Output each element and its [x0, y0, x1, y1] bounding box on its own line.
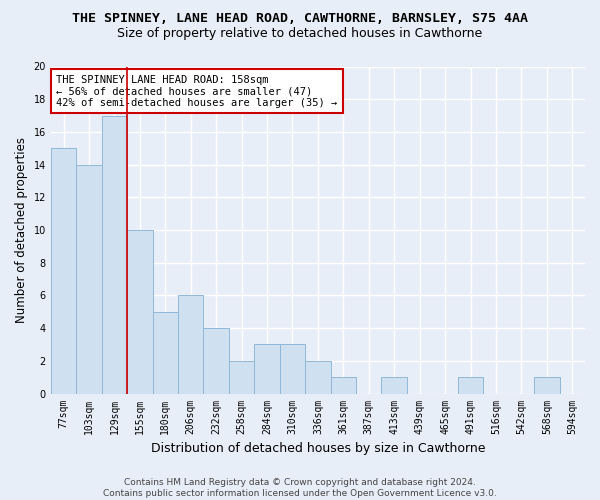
Bar [101, 116, 127, 394]
Bar [152, 312, 178, 394]
Text: Size of property relative to detached houses in Cawthorne: Size of property relative to detached ho… [118, 28, 482, 40]
Bar [280, 344, 305, 394]
X-axis label: Distribution of detached houses by size in Cawthorne: Distribution of detached houses by size … [151, 442, 485, 455]
Bar [254, 344, 280, 394]
Bar [127, 230, 152, 394]
Bar [458, 377, 483, 394]
Bar [178, 296, 203, 394]
Bar [203, 328, 229, 394]
Bar [331, 377, 356, 394]
Bar [229, 361, 254, 394]
Text: THE SPINNEY, LANE HEAD ROAD, CAWTHORNE, BARNSLEY, S75 4AA: THE SPINNEY, LANE HEAD ROAD, CAWTHORNE, … [72, 12, 528, 26]
Bar [76, 164, 101, 394]
Bar [534, 377, 560, 394]
Text: THE SPINNEY LANE HEAD ROAD: 158sqm
← 56% of detached houses are smaller (47)
42%: THE SPINNEY LANE HEAD ROAD: 158sqm ← 56%… [56, 74, 337, 108]
Y-axis label: Number of detached properties: Number of detached properties [15, 137, 28, 323]
Bar [382, 377, 407, 394]
Bar [305, 361, 331, 394]
Text: Contains HM Land Registry data © Crown copyright and database right 2024.
Contai: Contains HM Land Registry data © Crown c… [103, 478, 497, 498]
Bar [51, 148, 76, 394]
